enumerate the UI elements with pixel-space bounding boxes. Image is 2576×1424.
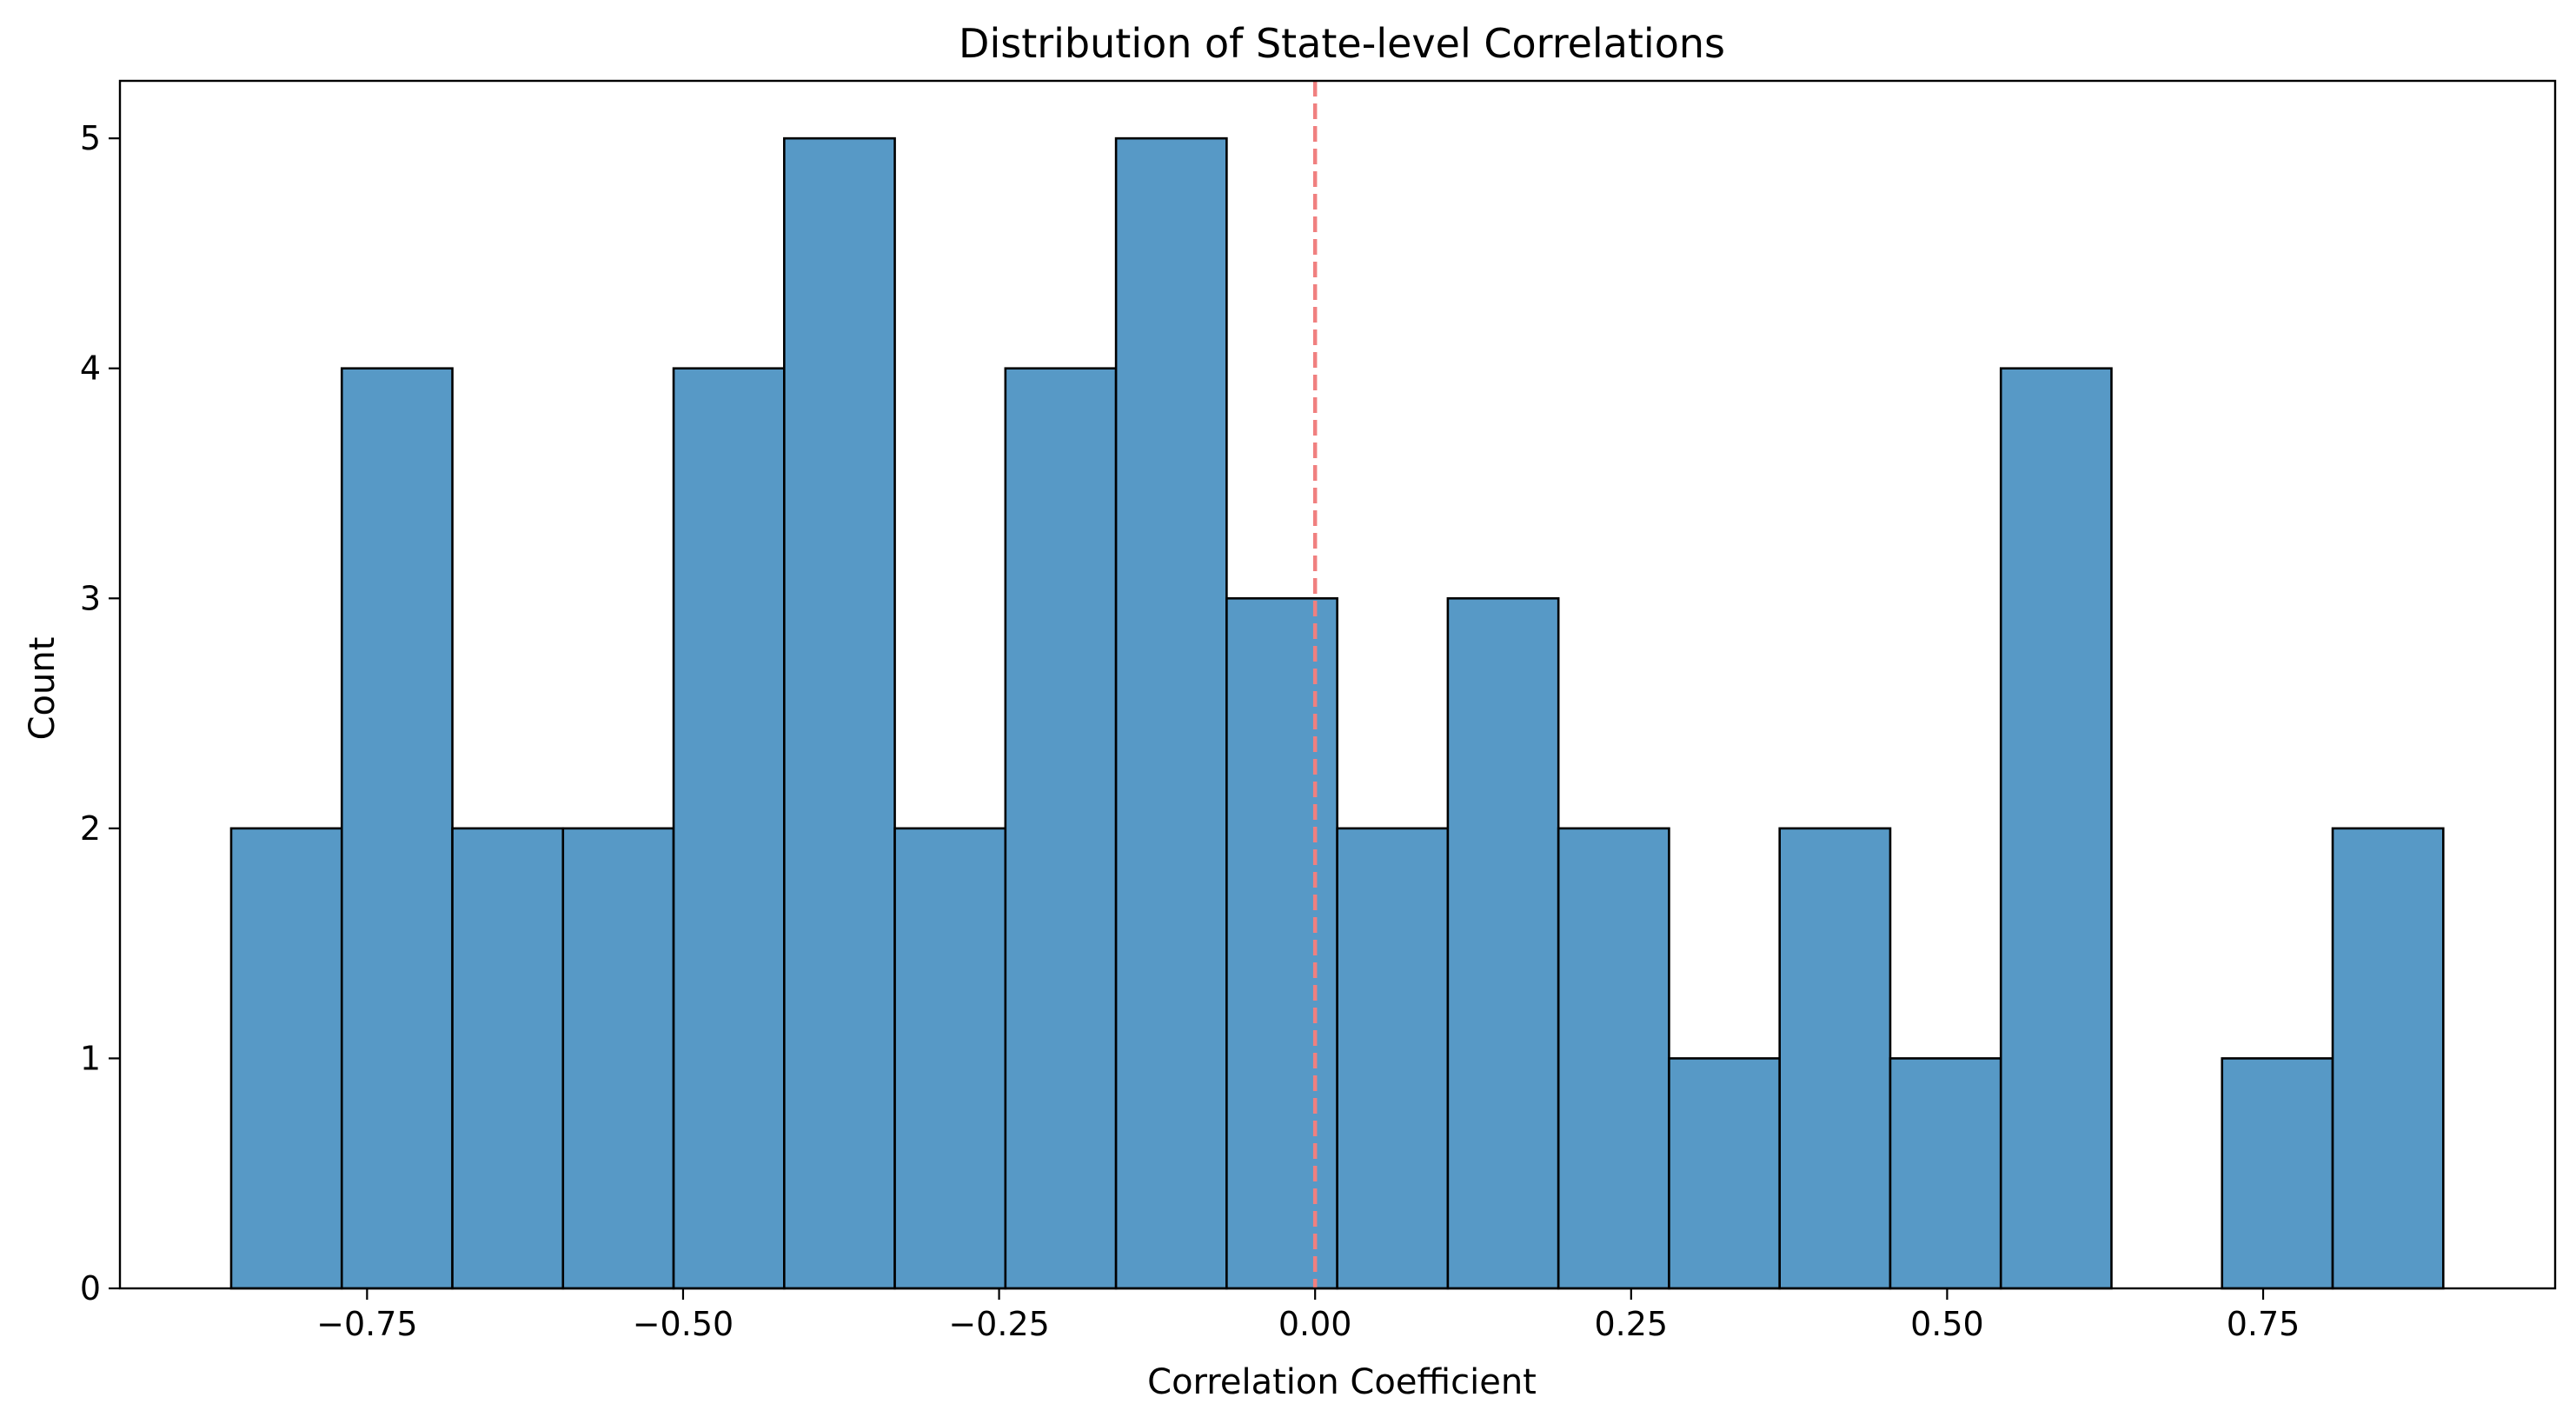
x-tick-label: −0.75 [316, 1305, 417, 1343]
histogram-bar [783, 136, 896, 1290]
x-tick-label: 0.00 [1278, 1305, 1352, 1343]
bars-group [229, 136, 2445, 1290]
y-tick-label: 2 [80, 809, 101, 848]
histogram-bar [451, 827, 565, 1290]
y-tick-label: 4 [80, 349, 101, 388]
plot-frame [118, 79, 2557, 1290]
y-tick-label: 1 [80, 1039, 101, 1077]
histogram-bar [1446, 596, 1560, 1290]
histogram-bar [561, 827, 675, 1290]
x-tick-label: 0.25 [1594, 1305, 1668, 1343]
histogram-bar [1999, 367, 2113, 1290]
histogram-bar [1336, 827, 1450, 1290]
x-tick-label: 0.75 [2227, 1305, 2300, 1343]
histogram-bar [2331, 827, 2445, 1290]
y-tick-label: 0 [80, 1269, 101, 1308]
y-axis: 0 1 2 3 4 5 [80, 119, 120, 1308]
histogram-bar [672, 367, 786, 1290]
histogram-bar [1225, 596, 1338, 1290]
histogram-bar [2221, 1057, 2334, 1290]
x-tick-label: −0.25 [948, 1305, 1049, 1343]
x-tick-label: 0.50 [1910, 1305, 1984, 1343]
histogram-bar [1004, 367, 1118, 1290]
histogram-bar [1778, 827, 1892, 1290]
histogram-bar [1889, 1057, 2002, 1290]
chart-title: Distribution of State-level Correlations [959, 20, 1725, 67]
histogram-bar [1557, 827, 1670, 1290]
y-tick-label: 3 [80, 579, 101, 617]
histogram-bar [340, 367, 454, 1290]
histogram-bar [229, 827, 343, 1290]
y-tick-label: 5 [80, 119, 101, 157]
histogram-bar [893, 827, 1007, 1290]
histogram-bar [1114, 136, 1228, 1290]
y-axis-label: Count [23, 637, 63, 741]
x-tick-label: −0.50 [633, 1305, 734, 1343]
histogram-bar [1668, 1057, 1781, 1290]
x-axis: −0.75 −0.50 −0.25 0.00 0.25 0.50 0.75 [316, 1288, 2300, 1343]
x-axis-label: Correlation Coefficient [1147, 1362, 1537, 1402]
